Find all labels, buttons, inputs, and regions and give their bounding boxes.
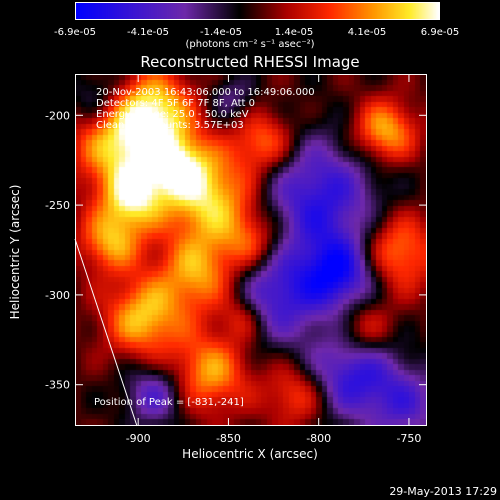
info-clean: Clean Total counts: 3.57E+03	[96, 120, 244, 131]
x-axis-label: Heliocentric X (arcsec)	[182, 447, 318, 461]
colorbar-units: (photons cm⁻² s⁻¹ asec⁻²)	[185, 39, 315, 50]
chart-title: Reconstructed RHESSI Image	[140, 53, 360, 71]
plot-area: 20-Nov-2003 16:43:06.000 to 16:49:06.000…	[75, 74, 427, 426]
heatmap-image	[76, 75, 426, 425]
y-tick-label: -300	[45, 289, 70, 302]
x-tick-label: -850	[216, 432, 241, 445]
x-tick-label: -750	[396, 432, 421, 445]
info-time-range: 20-Nov-2003 16:43:06.000 to 16:49:06.000	[96, 87, 315, 98]
y-tick-label: -200	[45, 109, 70, 122]
x-tick-label: -900	[126, 432, 151, 445]
colorbar	[75, 2, 440, 20]
info-energy-range: Energy Range: 25.0 - 50.0 keV	[96, 109, 249, 120]
info-detectors: Detectors: 4F 5F 6F 7F 8F, Att 0	[96, 98, 256, 109]
x-tick-label: -800	[306, 432, 331, 445]
y-tick-label: -350	[45, 379, 70, 392]
solar-limb-line	[74, 238, 138, 427]
colorbar-tick-label: -6.9e-05	[54, 27, 96, 38]
x-axis: -900 -850 -800 -750	[126, 74, 421, 445]
peak-position-label: Position of Peak = [-831,-241]	[94, 397, 244, 408]
colorbar-tick-label: 1.4e-05	[274, 27, 314, 38]
footer-timestamp: 29-May-2013 17:29	[389, 485, 497, 498]
colorbar-tick-label: 6.9e-05	[420, 27, 460, 38]
y-tick-label: -250	[45, 199, 70, 212]
colorbar-tick-label: -1.4e-05	[200, 27, 242, 38]
y-axis-label: Heliocentric Y (arcsec)	[8, 184, 22, 320]
colorbar-tick-label: 4.1e-05	[347, 27, 387, 38]
axes-overlay: -900 -850 -800 -750 -200 -250 -300 -350	[45, 74, 427, 445]
colorbar-tick-label: -4.1e-05	[127, 27, 169, 38]
y-axis: -200 -250 -300 -350	[45, 109, 427, 392]
